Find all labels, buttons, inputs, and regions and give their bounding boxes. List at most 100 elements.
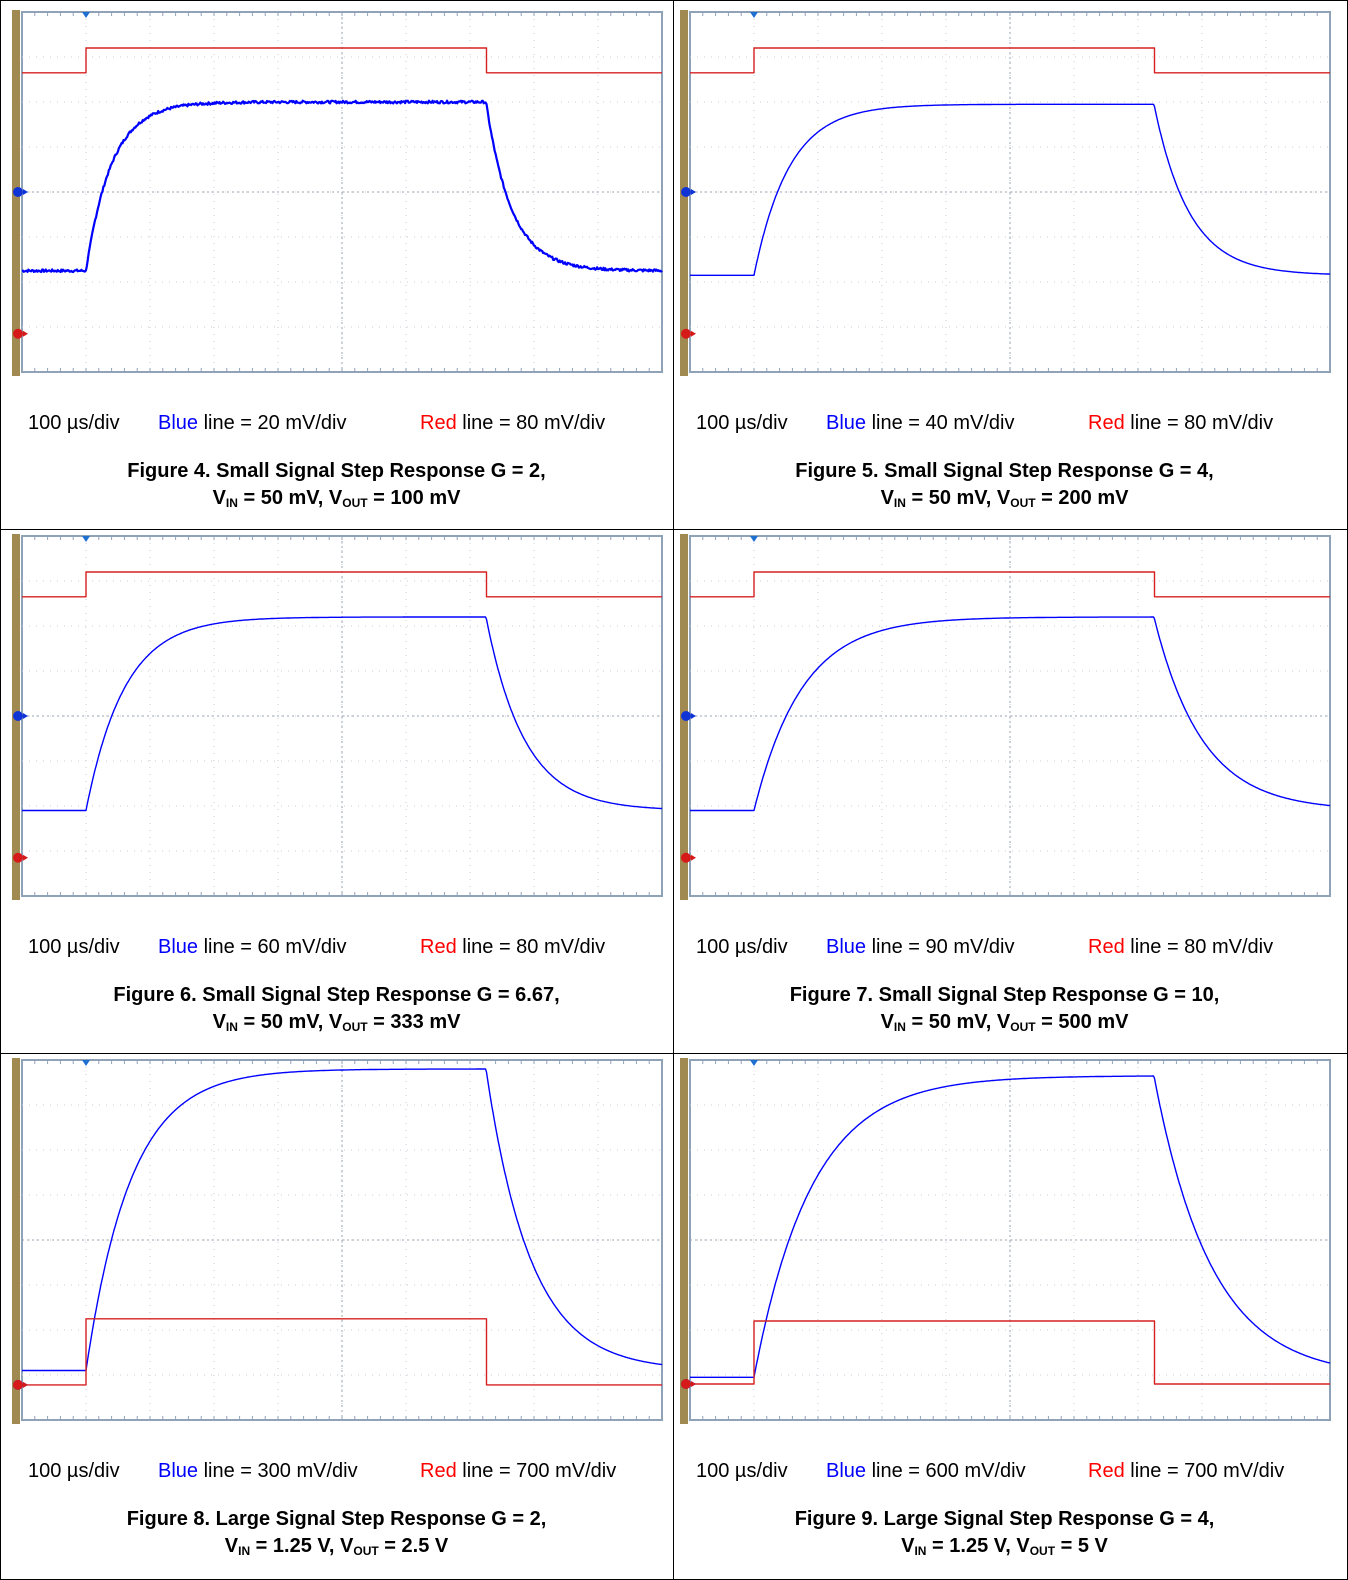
scope-background [12,10,664,376]
table-border-left [0,0,1,1580]
blue-channel-arrow [23,189,28,195]
figure-title: Small Signal Step Response G = 4, [884,460,1214,482]
scope-settings: 100 µs/div Blue line = 40 mV/div Red lin… [668,412,1341,440]
figure-cell-5: 100 µs/div Blue line = 40 mV/div Red lin… [668,0,1341,524]
blue-channel-arrow [23,713,28,719]
figure-caption: Figure 8. Large Signal Step Response G =… [0,1506,673,1560]
red-channel-arrow [691,854,696,861]
red-scale-label: Red line = 80 mV/div [420,936,605,959]
red-channel-arrow [23,330,28,337]
red-trace [690,47,1330,74]
time-scale-label: 100 µs/div [28,936,120,958]
table-divider-row-2 [0,1053,1348,1054]
red-scale-value: line = 80 mV/div [1124,936,1274,958]
figure-caption: Figure 7. Small Signal Step Response G =… [668,982,1341,1036]
figure-title: Large Signal Step Response G = 4, [883,1508,1215,1530]
blue-word: Blue [826,1460,867,1482]
red-channel-marker [681,1379,691,1389]
blue-scale-value: line = 300 mV/div [198,1460,358,1482]
trigger-marker [82,1060,90,1066]
figure-cell-8: 100 µs/div Blue line = 300 mV/div Red li… [0,1048,673,1572]
scope-background [680,1058,1332,1424]
caption-line-1: Figure 6. Small Signal Step Response G =… [0,982,673,1009]
red-scale-value: line = 700 mV/div [456,1460,617,1482]
blue-channel-marker [681,187,691,197]
blue-scale-value: line = 60 mV/div [198,936,347,958]
scope-plot [12,10,664,376]
red-scale-label: Red line = 80 mV/div [420,412,605,435]
caption-line-2: VIN = 50 mV, VOUT = 333 mV [212,1011,461,1034]
caption-line-2: VIN = 50 mV, VOUT = 200 mV [880,487,1129,510]
scope-settings: 100 µs/div Blue line = 600 mV/div Red li… [668,1460,1341,1488]
trigger-marker [750,536,758,542]
red-scale-label: Red line = 80 mV/div [1088,936,1273,959]
trigger-marker [750,1060,758,1066]
scope-settings: 100 µs/div Blue line = 20 mV/div Red lin… [0,412,673,440]
blue-scale-value: line = 40 mV/div [866,412,1015,434]
blue-word: Blue [158,936,199,958]
caption-line-1: Figure 7. Small Signal Step Response G =… [668,982,1341,1009]
red-word: Red [1088,412,1125,434]
blue-trace [690,1075,1331,1378]
caption-line-2: VIN = 1.25 V, VOUT = 5 V [901,1535,1108,1558]
red-channel-arrow [691,330,696,337]
blue-scale-value: line = 600 mV/div [866,1460,1026,1482]
scope-screen [680,1058,1332,1424]
red-channel-arrow [691,1381,696,1387]
caption-line-2: VIN = 50 mV, VOUT = 100 mV [212,487,461,510]
red-channel-arrow [23,854,28,861]
caption-line-1: Figure 4. Small Signal Step Response G =… [0,458,673,485]
blue-trace [21,99,663,274]
figure-cell-9: 100 µs/div Blue line = 600 mV/div Red li… [668,1048,1341,1572]
time-scale-label: 100 µs/div [696,412,788,434]
red-channel-arrow [23,1381,28,1388]
blue-scale-label: Blue line = 20 mV/div [158,412,346,435]
figure-caption: Figure 5. Small Signal Step Response G =… [668,458,1341,512]
caption-line-2: VIN = 50 mV, VOUT = 500 mV [880,1011,1129,1034]
scope-plot [680,10,1332,376]
red-trace [22,47,662,74]
scope-plot [12,534,664,900]
blue-scale-label: Blue line = 40 mV/div [826,412,1014,435]
scope-bezel [12,1058,20,1424]
figure-number: Figure 8. [126,1508,211,1530]
blue-word: Blue [158,412,199,434]
scope-settings: 100 µs/div Blue line = 60 mV/div Red lin… [0,936,673,964]
scope-settings: 100 µs/div Blue line = 90 mV/div Red lin… [668,936,1341,964]
blue-word: Blue [826,412,867,434]
scope-screen [680,534,1332,900]
blue-trace [690,616,1331,812]
figure-title: Small Signal Step Response G = 2, [216,460,546,482]
blue-scale-label: Blue line = 60 mV/div [158,936,346,959]
scope-screen [12,534,664,900]
scope-screen [12,1058,664,1424]
caption-line-1: Figure 9. Large Signal Step Response G =… [668,1506,1341,1533]
time-scale-label: 100 µs/div [28,1460,120,1482]
figure-caption: Figure 6. Small Signal Step Response G =… [0,982,673,1036]
red-trace [22,1318,662,1386]
blue-scale-label: Blue line = 600 mV/div [826,1460,1026,1483]
red-scale-label: Red line = 700 mV/div [420,1460,616,1483]
blue-scale-value: line = 90 mV/div [866,936,1015,958]
figure-title: Large Signal Step Response G = 2, [215,1508,547,1530]
red-scale-value: line = 80 mV/div [456,936,606,958]
scope-plot [12,1058,664,1424]
blue-word: Blue [826,936,867,958]
time-scale-label: 100 µs/div [696,936,788,958]
time-scale-label: 100 µs/div [696,1460,788,1482]
figure-title: Small Signal Step Response G = 6.67, [202,984,560,1006]
red-channel-marker [13,328,23,339]
figure-caption: Figure 9. Large Signal Step Response G =… [668,1506,1341,1560]
red-word: Red [420,412,457,434]
blue-scale-label: Blue line = 90 mV/div [826,936,1014,959]
figure-number: Figure 7. [789,984,874,1006]
scope-background [680,534,1332,900]
blue-trace [22,1068,663,1372]
scope-settings: 100 µs/div Blue line = 300 mV/div Red li… [0,1460,673,1488]
time-scale-label: 100 µs/div [28,412,120,434]
red-scale-value: line = 80 mV/div [456,412,606,434]
blue-scale-value: line = 20 mV/div [198,412,347,434]
red-channel-marker [13,852,23,863]
red-trace [690,1320,1330,1385]
figure-caption: Figure 4. Small Signal Step Response G =… [0,458,673,512]
